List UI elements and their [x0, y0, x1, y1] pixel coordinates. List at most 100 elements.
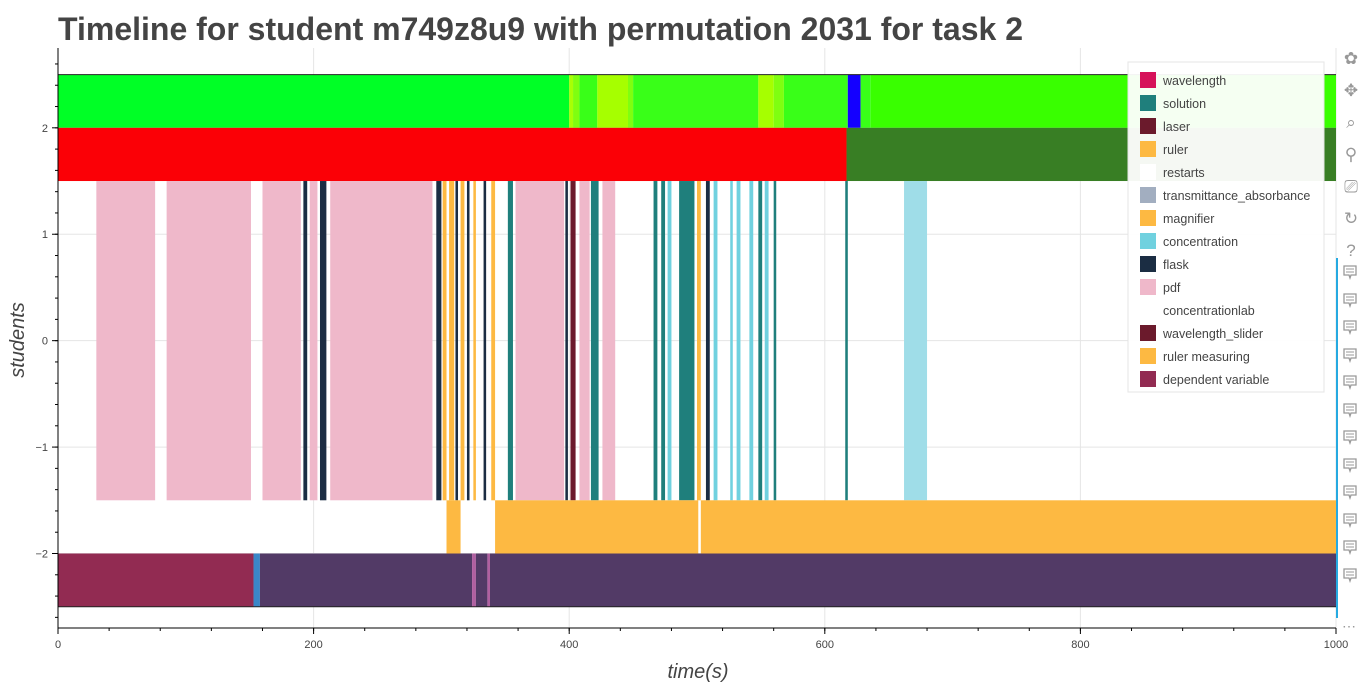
legend-swatch [1140, 302, 1156, 318]
hover-tool-icon[interactable] [1342, 402, 1358, 418]
legend-label: ruler measuring [1163, 350, 1250, 364]
hover-tool-icon[interactable] [1342, 539, 1358, 555]
timeline-segment [259, 553, 473, 607]
timeline-segment [860, 74, 871, 128]
hover-tool-icon[interactable] [1342, 319, 1358, 335]
timeline-segment [460, 181, 465, 501]
timeline-segment [627, 74, 634, 128]
hover-tool-icon[interactable] [1342, 347, 1358, 363]
timeline-segment [495, 500, 699, 554]
legend-swatch [1140, 141, 1156, 157]
legend-label: pdf [1163, 281, 1181, 295]
legend-swatch [1140, 233, 1156, 249]
timeline-segment [436, 181, 442, 501]
x-tick-label: 0 [55, 639, 61, 651]
timeline-segment [573, 74, 580, 128]
timeline-segment [253, 553, 260, 607]
hover-tool-icon[interactable] [1342, 374, 1358, 390]
timeline-segment [570, 181, 576, 501]
legend: wavelength solution laser ruler restarts tran… [1127, 61, 1325, 393]
wheel-zoom-icon[interactable]: ⚲ [1344, 145, 1358, 164]
y-tick-label: −2 [35, 549, 48, 561]
timeline-segment [449, 181, 455, 501]
legend-label: concentrationlab [1163, 304, 1255, 318]
legend-label: restarts [1163, 166, 1205, 180]
timeline-segment [697, 181, 701, 501]
timeline-segment [446, 500, 461, 554]
x-tick-label: 800 [1071, 639, 1089, 651]
timeline-segment [758, 74, 774, 128]
x-tick-label: 400 [560, 639, 578, 651]
timeline-segment [679, 181, 695, 501]
timeline-segment [472, 553, 476, 607]
timeline-segment [515, 181, 565, 501]
timeline-segment [473, 181, 476, 501]
hover-tool-icon[interactable] [1342, 429, 1358, 445]
hover-tool-icon[interactable] [1342, 292, 1358, 308]
timeline-segment [579, 181, 590, 501]
timeline-segment [667, 181, 672, 501]
box-zoom-icon[interactable]: ⌕ [1346, 113, 1356, 132]
timeline-segment [764, 181, 769, 501]
timeline-segment [466, 181, 470, 501]
legend-swatch [1140, 72, 1156, 88]
legend-label: laser [1163, 120, 1190, 134]
timeline-segment [633, 74, 759, 128]
timeline-segment [455, 181, 459, 501]
timeline-segment [58, 74, 570, 128]
legend-swatch [1140, 371, 1156, 387]
timeline-segment [491, 181, 496, 501]
legend-label: wavelength [1162, 74, 1226, 88]
timeline-segment [489, 553, 1336, 607]
timeline-segment [579, 74, 598, 128]
timeline-segment [507, 181, 513, 501]
hover-tool-icon[interactable] [1342, 567, 1358, 583]
legend-swatch [1140, 187, 1156, 203]
hover-tool-icon[interactable] [1342, 264, 1358, 280]
legend-swatch [1140, 256, 1156, 272]
legend-swatch [1140, 164, 1156, 180]
legend-label: concentration [1163, 235, 1238, 249]
y-axis-label: students [7, 302, 29, 378]
timeline-segment [442, 181, 447, 501]
timeline-segment [309, 181, 318, 501]
timeline-segment [758, 181, 763, 501]
timeline-segment [96, 181, 156, 501]
timeline-segment [713, 181, 718, 501]
help-icon[interactable]: ? [1346, 241, 1356, 260]
timeline-segment [847, 74, 861, 128]
timeline-segment [653, 181, 658, 501]
hover-tool-icon[interactable] [1342, 457, 1358, 473]
timeline-segment [705, 181, 710, 501]
legend-label: wavelength_slider [1162, 327, 1263, 341]
timeline-segment [483, 181, 487, 501]
timeline-segment [58, 127, 847, 182]
x-tick-label: 1000 [1324, 639, 1348, 651]
timeline-segment [904, 181, 928, 501]
timeline-segment [602, 181, 616, 501]
timeline-segment [845, 181, 848, 501]
hover-tool-icon[interactable] [1342, 484, 1358, 500]
y-tick-label: 1 [42, 229, 48, 241]
reset-icon[interactable]: ↻ [1343, 209, 1359, 228]
timeline-segment [303, 181, 308, 501]
legend-swatch [1140, 325, 1156, 341]
timeline-segment [565, 181, 568, 501]
hover-tool-icon[interactable] [1342, 512, 1358, 528]
x-axis-label: time(s) [667, 661, 728, 683]
timeline-segment [330, 181, 433, 501]
toolbar-more-icon[interactable]: ⋯ [1342, 618, 1356, 634]
timeline-segment [773, 181, 777, 501]
pan-icon[interactable]: ✥ [1343, 81, 1359, 100]
save-icon[interactable]: ⎚ [1344, 177, 1358, 196]
timeline-segment [319, 181, 327, 501]
legend-label: transmittance_absorbance [1163, 189, 1310, 203]
legend-swatch [1140, 279, 1156, 295]
legend-swatch [1140, 210, 1156, 226]
legend-label: ruler [1163, 143, 1188, 157]
toolbar-active-indicator [1336, 258, 1338, 618]
legend-label: solution [1163, 97, 1206, 111]
axes: 0 200 400 600 800 1000 −2 −1 0 1 2 [35, 48, 1348, 651]
bokeh-logo-icon[interactable]: ✿ [1343, 49, 1359, 68]
timeline-segment [166, 181, 251, 501]
